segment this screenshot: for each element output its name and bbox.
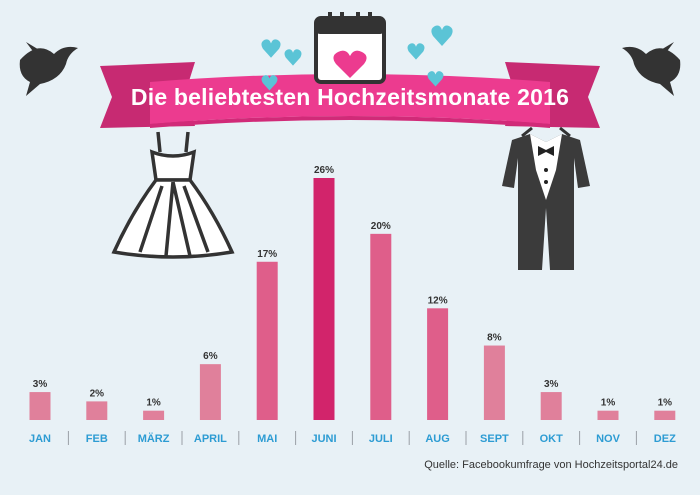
bar-dez xyxy=(654,410,676,420)
value-label: 1% xyxy=(658,398,673,409)
category-label: MÄRZ xyxy=(138,432,170,445)
category-label: MAI xyxy=(257,433,277,445)
value-label: 1% xyxy=(601,398,616,409)
bar-sept xyxy=(483,345,505,420)
value-label: 12% xyxy=(428,295,448,306)
value-label: 3% xyxy=(33,379,48,390)
category-label: JULI xyxy=(369,433,393,445)
dove-icon xyxy=(622,42,681,96)
bar-jan xyxy=(29,392,51,420)
category-label: DEZ xyxy=(654,433,676,445)
category-label: AUG xyxy=(425,433,449,445)
bar-aug xyxy=(427,308,449,420)
category-label: JAN xyxy=(29,433,51,445)
dove-icon xyxy=(19,42,78,96)
tuxedo-icon xyxy=(502,126,590,270)
bar-märz xyxy=(143,410,165,420)
category-label: JUNI xyxy=(311,433,336,445)
value-label: 1% xyxy=(146,398,161,409)
wedding-dress-icon xyxy=(111,131,235,259)
category-label: NOV xyxy=(596,433,621,445)
bar-mai xyxy=(256,261,278,420)
category-label: APRIL xyxy=(194,433,227,445)
value-label: 8% xyxy=(487,333,502,344)
heart-icon xyxy=(261,25,453,91)
category-label: SEPT xyxy=(480,433,509,445)
chart-title: Die beliebtesten Hochzeitsmonate 2016 xyxy=(130,84,570,110)
bar-juli xyxy=(370,233,392,420)
source-note: Quelle: Facebookumfrage von Hochzeitspor… xyxy=(424,459,678,471)
category-label: FEB xyxy=(86,433,108,445)
bar-juni xyxy=(313,178,335,420)
value-label: 3% xyxy=(544,379,559,390)
bar-april xyxy=(199,364,221,420)
bar-feb xyxy=(86,401,108,420)
bar-okt xyxy=(540,392,562,420)
title-banner xyxy=(100,62,600,128)
category-label: OKT xyxy=(540,433,564,445)
value-label: 2% xyxy=(90,388,105,399)
value-label: 26% xyxy=(314,165,334,176)
value-label: 20% xyxy=(371,221,391,232)
value-label: 17% xyxy=(257,249,277,260)
value-label: 6% xyxy=(203,351,218,362)
bar-nov xyxy=(597,410,619,420)
calendar-heart-icon xyxy=(314,12,386,84)
